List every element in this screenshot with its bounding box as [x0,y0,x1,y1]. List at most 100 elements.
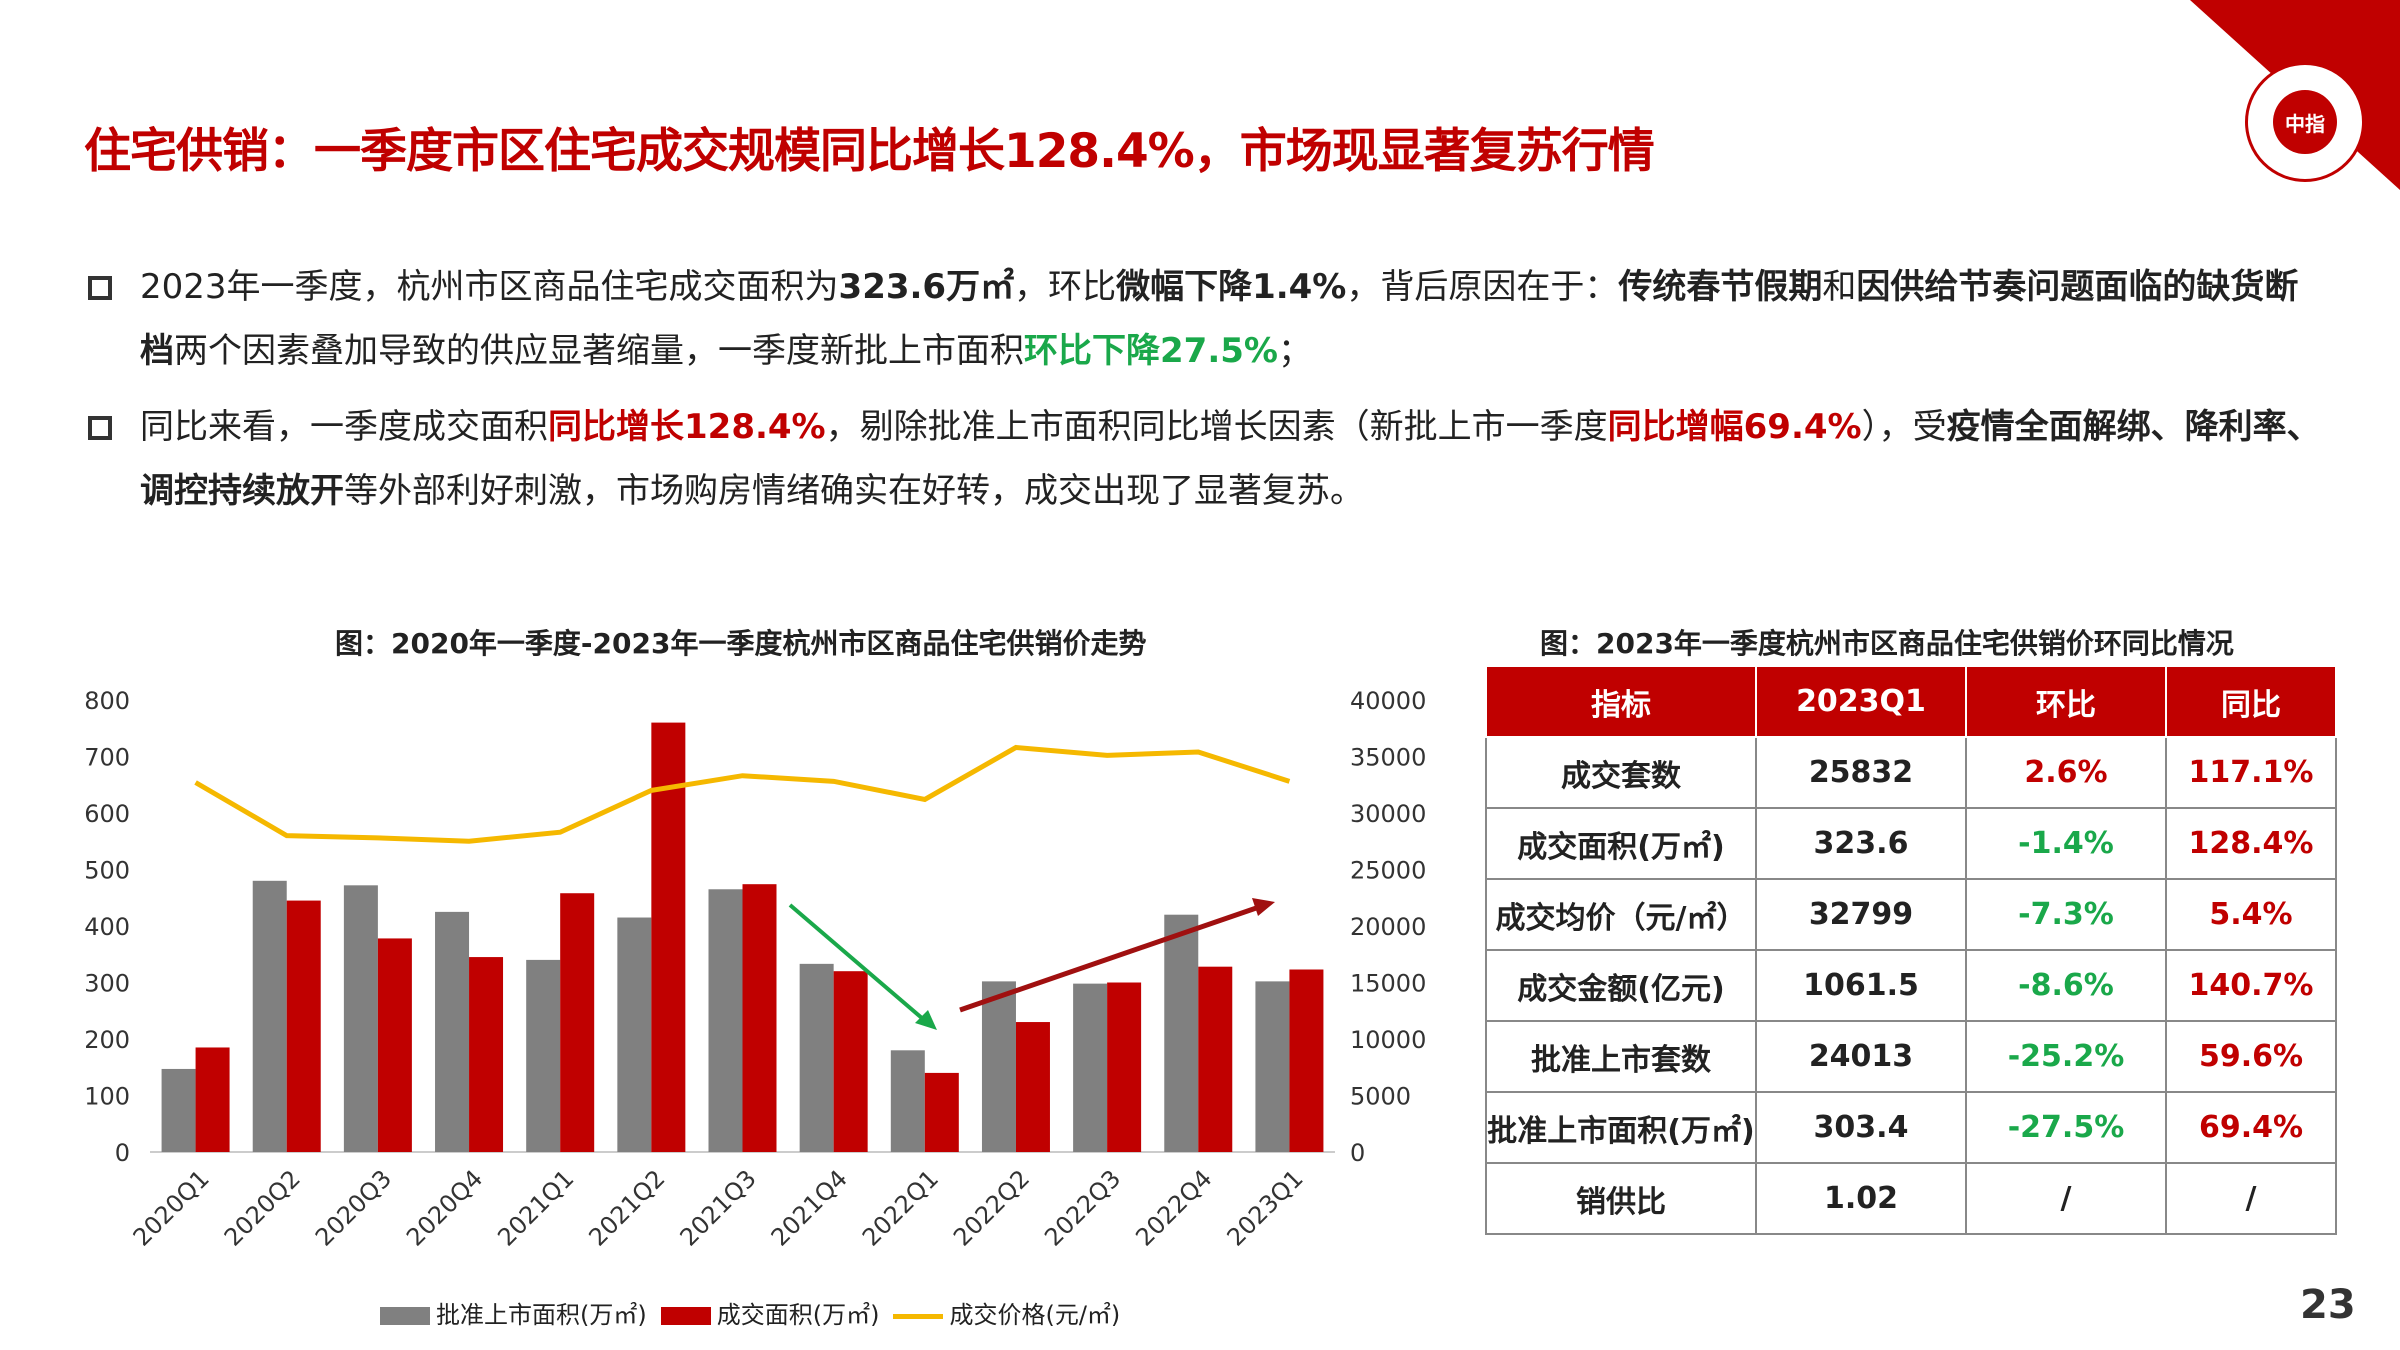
legend-item: 成交价格(元/㎡) [893,1295,1120,1330]
table-cell: 24013 [1755,1020,1967,1093]
legend-swatch [380,1307,430,1325]
table-cell: 成交套数 [1485,736,1757,809]
table-cell: -27.5% [1965,1091,2167,1164]
bar-transaction-area [377,938,412,1152]
bullet-square-icon [88,276,112,300]
bullet-text: ，背后原因在于： [1346,267,1619,307]
bullet-text: 环比下降27.5% [1024,331,1278,371]
bar-approved-area [1164,914,1199,1152]
legend-label: 成交面积(万㎡) [716,1301,880,1329]
table-title: 图：2023年一季度杭州市区商品住宅供销价环同比情况 [1540,627,2234,660]
left-axis-tick: 600 [84,800,130,828]
down-trend-arrow [788,903,932,1027]
bullet-text: 和 [1822,267,1857,307]
table-cell: 25832 [1755,736,1967,809]
table-cell: 59.6% [2165,1020,2337,1093]
table-cell: -8.6% [1965,949,2167,1022]
table-row: 成交套数 25832 2.6% 117.1% [1485,736,2337,809]
table-cell: 批准上市套数 [1485,1020,1757,1093]
bullet-text: ），受 [1861,407,1947,447]
supply-sales-price-chart: 0 100 200 300 400 500 600 700 800 0 5000 10000 15000… [84,687,1426,1252]
bullet-item: 2023年一季度，杭州市区商品住宅成交面积为323.6万㎡，环比微幅下降1.4%… [88,255,2328,383]
bar-transaction-area [195,1047,230,1152]
x-axis-tick: 2022Q3 [1039,1164,1126,1251]
bullet-text: 等外部利好刺激，市场购房情绪确实在好转，成交出现了显著复苏。 [344,471,1364,511]
bar-approved-area [708,889,743,1152]
table-cell: / [1965,1162,2167,1235]
table-cell: / [2165,1162,2337,1235]
table-cell: 批准上市面积(万㎡) [1485,1091,1757,1164]
legend-swatch [660,1307,711,1325]
x-axis-tick: 2020Q3 [310,1164,397,1251]
bar-transaction-area [742,884,777,1152]
left-axis-tick: 0 [115,1139,130,1167]
table-row: 成交金额(亿元) 1061.5 -8.6% 140.7% [1485,949,2337,1022]
bar-transaction-area [924,1072,959,1152]
legend-label: 成交价格(元/㎡) [949,1301,1121,1329]
left-axis-tick: 300 [84,970,130,998]
left-axis-tick: 500 [84,857,130,885]
bar-approved-area [1255,981,1290,1152]
table-cell: -7.3% [1965,878,2167,951]
bar-approved-area [435,911,470,1152]
table-cell: 5.4% [2165,878,2337,951]
bar-transaction-area [1107,982,1142,1152]
price-line [194,744,1291,844]
table-cell: 69.4% [2165,1091,2337,1164]
bar-approved-area [252,880,287,1152]
table-cell: -25.2% [1965,1020,2167,1093]
x-axis-tick: 2020Q4 [401,1164,488,1251]
left-axis-tick: 200 [84,1026,130,1054]
table-cell: 成交均价（元/㎡） [1485,878,1757,951]
x-axis-tick: 2021Q1 [492,1164,579,1251]
table-cell: 128.4% [2165,807,2337,880]
table-cell: 303.4 [1755,1091,1967,1164]
right-axis-tick: 10000 [1350,1026,1426,1054]
bar-transaction-area [560,893,595,1152]
bar-approved-area [981,981,1016,1152]
bullet-list: 2023年一季度，杭州市区商品住宅成交面积为323.6万㎡，环比微幅下降1.4%… [88,255,2328,535]
right-axis-tick: 25000 [1350,857,1426,885]
x-axis-tick: 2022Q4 [1130,1164,1217,1251]
bullet-text: 两个因素叠加导致的供应显著缩量，一季度新批上市面积 [174,331,1024,371]
bar-transaction-area [1015,1022,1050,1152]
bullet-item: 同比来看，一季度成交面积同比增长128.4%，剔除批准上市面积同比增长因素（新批… [88,395,2328,523]
table-cell: 140.7% [2165,949,2337,1022]
legend-item: 批准上市面积(万㎡) [380,1295,647,1330]
bullet-text: ，环比 [1014,267,1117,307]
bar-approved-area [343,885,378,1152]
bar-approved-area [161,1068,196,1152]
arrow-head-icon [1252,898,1275,916]
table-cell: 117.1% [2165,736,2337,809]
bar-approved-area [890,1050,925,1152]
bullet-square-icon [88,416,112,440]
right-axis-tick: 5000 [1350,1083,1411,1111]
bar-transaction-area [1198,966,1233,1152]
table-header: 同比 [2165,665,2337,738]
left-axis-tick: 400 [84,913,130,941]
page-number: 23 [2300,1282,2356,1328]
bullet-text: 323.6万㎡ [838,267,1015,307]
table-header: 环比 [1965,665,2167,738]
x-axis-tick: 2020Q1 [128,1164,215,1251]
bar-transaction-area [833,971,868,1152]
bar-transaction-area [469,957,504,1152]
table-cell: 32799 [1755,878,1967,951]
bar-approved-area [1073,983,1108,1152]
x-axis-tick: 2020Q2 [219,1164,306,1251]
logo: 中指 [2245,62,2365,182]
bullet-text: 传统春节假期 [1618,267,1823,307]
bullet-text: 同比增长128.4% [548,407,826,447]
x-axis-tick: 2021Q2 [583,1164,670,1251]
bullet-text: 同比来看，一季度成交面积 [140,407,548,447]
bar-transaction-area [286,900,321,1152]
table-cell: 成交金额(亿元) [1485,949,1757,1022]
chart-title: 图：2020年一季度-2023年一季度杭州市区商品住宅供销价走势 [335,627,1147,660]
right-axis-tick: 30000 [1350,800,1426,828]
bullet-text: 同比增幅69.4% [1607,407,1862,447]
x-axis-tick: 2022Q2 [948,1164,1035,1251]
bar-approved-area [526,959,561,1152]
bar-transaction-area [651,722,686,1152]
up-trend-arrow [959,902,1266,1013]
x-axis-tick: 2021Q4 [766,1164,853,1251]
